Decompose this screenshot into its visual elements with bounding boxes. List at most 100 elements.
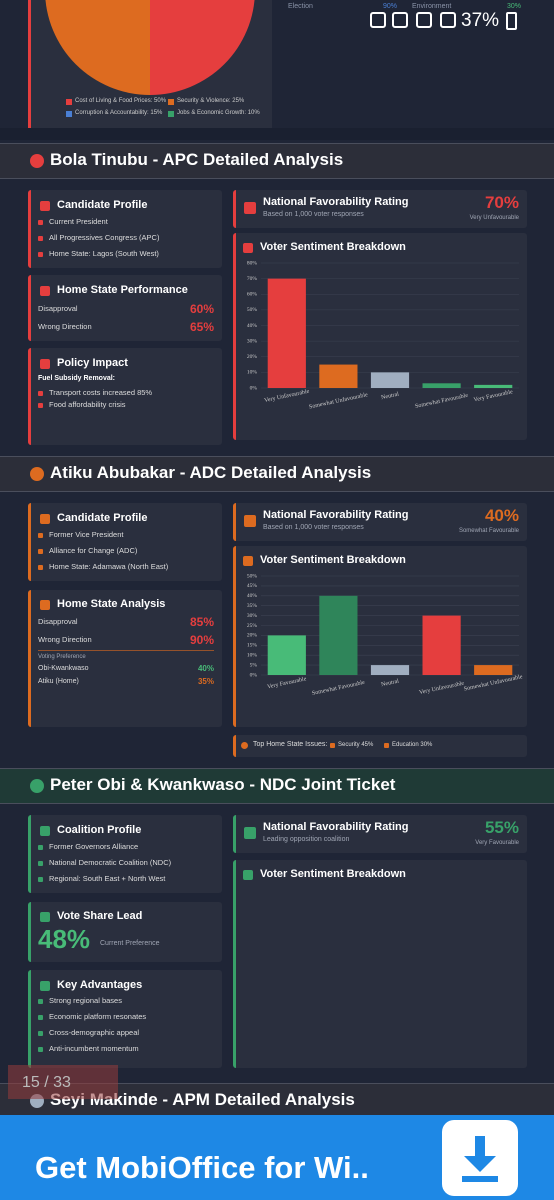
section-title: Peter Obi & Kwankwaso - NDC Joint Ticket — [50, 775, 396, 794]
section-title: Atiku Abubakar - ADC Detailed Analysis — [50, 463, 372, 482]
rating-label: Very Unfavourable — [469, 215, 519, 221]
y-tick-label: 5% — [250, 662, 258, 668]
card-icon — [40, 286, 50, 296]
card-title: Policy Impact — [57, 357, 128, 369]
row-label: Disapproval — [38, 617, 78, 626]
divider — [0, 128, 554, 140]
card-title: Voter Sentiment Breakdown — [260, 241, 406, 253]
legend-label: Jobs & Economic Growth: 10% — [177, 110, 260, 116]
card-icon — [40, 981, 50, 991]
section-title: Seyi Makinde - APM Detailed Analysis — [50, 1090, 355, 1109]
bar — [370, 665, 410, 675]
x-tick-label: Somewhat Favourable — [415, 393, 469, 410]
status-icon — [392, 12, 408, 28]
x-tick-label: Very Favourable — [473, 389, 514, 403]
y-tick-label: 50% — [247, 307, 258, 313]
legend-label: Security & Violence: 25% — [177, 98, 245, 104]
list-item: Food affordability crisis — [49, 400, 126, 409]
table-cell: 30% — [507, 3, 522, 10]
card-title: Home State Analysis — [57, 598, 166, 610]
y-tick-label: 0% — [250, 385, 258, 391]
y-tick-label: 20% — [247, 633, 258, 639]
card — [28, 902, 222, 962]
legend-swatch — [168, 99, 174, 105]
card — [28, 190, 222, 268]
card-icon — [244, 202, 256, 214]
card-icon — [40, 201, 50, 211]
card-title: Key Advantages — [57, 979, 143, 991]
list-item: Anti-incumbent momentum — [49, 1044, 139, 1053]
card-icon — [243, 870, 253, 880]
card-title: Coalition Profile — [57, 824, 142, 836]
card-title: Candidate Profile — [57, 199, 148, 211]
card-icon — [243, 243, 253, 253]
status-icon — [440, 12, 456, 28]
vote-share-label: Current Preference — [100, 940, 160, 947]
card — [233, 860, 527, 1068]
list-icon — [38, 1015, 43, 1020]
card — [28, 970, 222, 1068]
list-item: National Democratic Coalition (NDC) — [49, 858, 172, 867]
battery-level: 37% — [461, 10, 500, 31]
card-subtitle: Based on 1,000 voter responses — [263, 524, 364, 531]
card-title: Vote Share Lead — [57, 910, 143, 922]
issue-item: Education 30% — [392, 742, 433, 748]
list-item: Current President — [49, 217, 108, 226]
card-icon — [244, 827, 256, 839]
section-icon — [30, 467, 44, 481]
list-item: Home State: Adamawa (North East) — [49, 562, 169, 571]
rating-value: 70% — [484, 193, 519, 212]
page-indicator: 15 / 33 — [8, 1065, 118, 1099]
card-title: Voter Sentiment Breakdown — [260, 554, 406, 566]
section-header — [0, 456, 554, 492]
pie — [45, 0, 255, 95]
list-icon — [38, 252, 43, 257]
status-icon — [370, 12, 386, 28]
card-title: Home State Performance — [57, 284, 188, 296]
y-tick-label: 20% — [247, 354, 258, 360]
list-item: Regional: South East + North West — [49, 874, 166, 883]
y-tick-label: 10% — [247, 652, 258, 658]
y-tick-label: 70% — [247, 276, 258, 282]
card-icon — [244, 515, 256, 527]
card — [28, 590, 222, 727]
bar — [422, 383, 461, 388]
y-tick-label: 35% — [247, 603, 258, 609]
list-icon — [38, 549, 43, 554]
card-icon — [40, 826, 50, 836]
card — [233, 735, 527, 757]
row-label: Atiku (Home) — [38, 678, 79, 685]
battery-icon — [506, 12, 517, 30]
row-label: Obi-Kwankwaso — [38, 665, 89, 672]
y-tick-label: 15% — [247, 643, 258, 649]
list-icon — [38, 236, 43, 241]
list-icon — [38, 877, 43, 882]
card — [233, 190, 527, 228]
bar — [474, 665, 513, 675]
y-tick-label: 80% — [247, 260, 258, 266]
list-icon — [38, 861, 43, 866]
row-value: 35% — [197, 677, 214, 686]
vote-share-value: 48% — [38, 924, 91, 954]
bar — [319, 595, 358, 675]
x-tick-label: Somewhat Unfavourable — [463, 673, 523, 692]
row-value: 60% — [189, 302, 214, 316]
issue-icon — [384, 743, 389, 748]
issues-title: Top Home State Issues: — [253, 741, 328, 748]
issue-icon — [330, 743, 335, 748]
y-tick-label: 30% — [247, 613, 258, 619]
list-icon — [38, 845, 43, 850]
y-tick-label: 60% — [247, 292, 258, 298]
card — [28, 275, 222, 341]
section-header — [0, 143, 554, 179]
y-tick-label: 0% — [250, 672, 258, 678]
list-icon — [38, 1031, 43, 1036]
list-icon — [38, 999, 43, 1004]
card-icon — [40, 359, 50, 369]
row-label: Wrong Direction — [38, 322, 92, 331]
bar — [474, 384, 513, 388]
rating-value: 55% — [484, 818, 519, 837]
